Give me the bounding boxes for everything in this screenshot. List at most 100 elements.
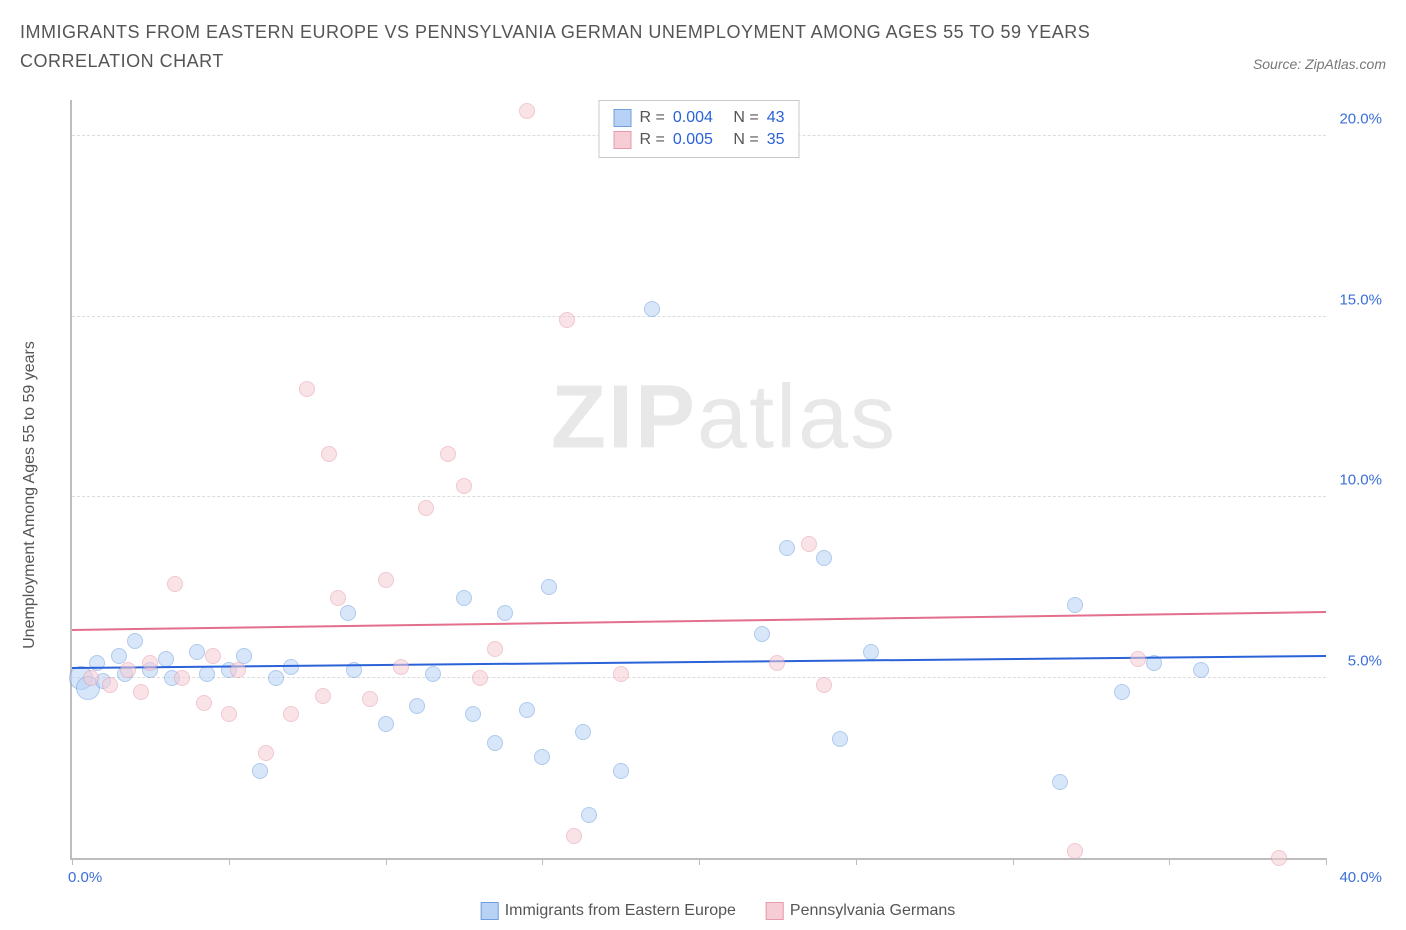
header: IMMIGRANTS FROM EASTERN EUROPE VS PENNSY… bbox=[0, 0, 1406, 76]
x-tick bbox=[699, 858, 700, 865]
legend-swatch bbox=[614, 109, 632, 127]
watermark: ZIPatlas bbox=[551, 367, 897, 470]
data-point bbox=[199, 666, 215, 682]
data-point bbox=[221, 706, 237, 722]
plot-container: Unemployment Among Ages 55 to 59 years Z… bbox=[50, 100, 1386, 890]
gridline bbox=[72, 316, 1326, 317]
legend-swatch bbox=[481, 902, 499, 920]
data-point bbox=[472, 670, 488, 686]
data-point bbox=[258, 745, 274, 761]
data-point bbox=[832, 731, 848, 747]
data-point bbox=[456, 590, 472, 606]
data-point bbox=[559, 312, 575, 328]
legend-item: Immigrants from Eastern Europe bbox=[481, 902, 736, 920]
data-point bbox=[487, 641, 503, 657]
y-axis-label: Unemployment Among Ages 55 to 59 years bbox=[21, 341, 39, 649]
data-point bbox=[497, 605, 513, 621]
data-point bbox=[330, 590, 346, 606]
chart-title: IMMIGRANTS FROM EASTERN EUROPE VS PENNSY… bbox=[20, 18, 1140, 76]
x-tick bbox=[1169, 858, 1170, 865]
data-point bbox=[111, 648, 127, 664]
data-point bbox=[541, 579, 557, 595]
data-point bbox=[519, 103, 535, 119]
legend-label: Pennsylvania Germans bbox=[790, 902, 955, 919]
legend-swatch bbox=[614, 131, 632, 149]
data-point bbox=[268, 670, 284, 686]
y-tick-label: 10.0% bbox=[1332, 472, 1382, 489]
data-point bbox=[252, 763, 268, 779]
r-value-link[interactable]: 0.004 bbox=[673, 109, 713, 127]
data-point bbox=[644, 301, 660, 317]
data-point bbox=[196, 695, 212, 711]
data-point bbox=[456, 478, 472, 494]
data-point bbox=[142, 655, 158, 671]
x-tick bbox=[1013, 858, 1014, 865]
data-point bbox=[440, 446, 456, 462]
data-point bbox=[1067, 597, 1083, 613]
data-point bbox=[83, 670, 99, 686]
data-point bbox=[754, 626, 770, 642]
legend-swatch bbox=[766, 902, 784, 920]
data-point bbox=[1130, 651, 1146, 667]
data-point bbox=[1052, 774, 1068, 790]
legend-row: R = 0.005 N = 35 bbox=[614, 129, 785, 151]
data-point bbox=[1271, 850, 1287, 866]
x-tick bbox=[229, 858, 230, 865]
data-point bbox=[769, 655, 785, 671]
data-point bbox=[321, 446, 337, 462]
gridline bbox=[72, 496, 1326, 497]
data-point bbox=[230, 662, 246, 678]
gridline bbox=[72, 677, 1326, 678]
scatter-plot: ZIPatlas R = 0.004 N = 43 R = 0.005 N = … bbox=[70, 100, 1326, 860]
data-point bbox=[174, 670, 190, 686]
data-point bbox=[299, 381, 315, 397]
data-point bbox=[613, 666, 629, 682]
data-point bbox=[102, 677, 118, 693]
data-point bbox=[863, 644, 879, 660]
data-point bbox=[393, 659, 409, 675]
r-value-link[interactable]: 0.005 bbox=[673, 131, 713, 149]
data-point bbox=[205, 648, 221, 664]
data-point bbox=[816, 677, 832, 693]
data-point bbox=[425, 666, 441, 682]
data-point bbox=[779, 540, 795, 556]
source-label: Source: ZipAtlas.com bbox=[1253, 56, 1386, 76]
n-value-link[interactable]: 35 bbox=[767, 131, 785, 149]
y-tick-label: 20.0% bbox=[1332, 111, 1382, 128]
x-tick bbox=[542, 858, 543, 865]
data-point bbox=[801, 536, 817, 552]
data-point bbox=[378, 716, 394, 732]
data-point bbox=[127, 633, 143, 649]
y-tick-label: 15.0% bbox=[1332, 291, 1382, 308]
data-point bbox=[534, 749, 550, 765]
data-point bbox=[340, 605, 356, 621]
y-tick-label: 5.0% bbox=[1332, 652, 1382, 669]
data-point bbox=[575, 724, 591, 740]
x-tick bbox=[72, 858, 73, 865]
data-point bbox=[816, 550, 832, 566]
data-point bbox=[1193, 662, 1209, 678]
data-point bbox=[519, 702, 535, 718]
data-point bbox=[378, 572, 394, 588]
x-tick bbox=[1326, 858, 1327, 865]
legend-label: Immigrants from Eastern Europe bbox=[505, 902, 736, 919]
data-point bbox=[581, 807, 597, 823]
legend-stats: R = 0.004 N = 43 R = 0.005 N = 35 bbox=[599, 100, 800, 158]
legend-item: Pennsylvania Germans bbox=[766, 902, 955, 920]
legend-series: Immigrants from Eastern Europe Pennsylvan… bbox=[481, 902, 956, 920]
trendline bbox=[72, 611, 1326, 631]
data-point bbox=[120, 662, 136, 678]
data-point bbox=[418, 500, 434, 516]
data-point bbox=[133, 684, 149, 700]
data-point bbox=[465, 706, 481, 722]
data-point bbox=[362, 691, 378, 707]
x-tick bbox=[856, 858, 857, 865]
n-value-link[interactable]: 43 bbox=[767, 109, 785, 127]
data-point bbox=[189, 644, 205, 660]
data-point bbox=[1067, 843, 1083, 859]
data-point bbox=[613, 763, 629, 779]
data-point bbox=[315, 688, 331, 704]
data-point bbox=[566, 828, 582, 844]
data-point bbox=[167, 576, 183, 592]
data-point bbox=[487, 735, 503, 751]
